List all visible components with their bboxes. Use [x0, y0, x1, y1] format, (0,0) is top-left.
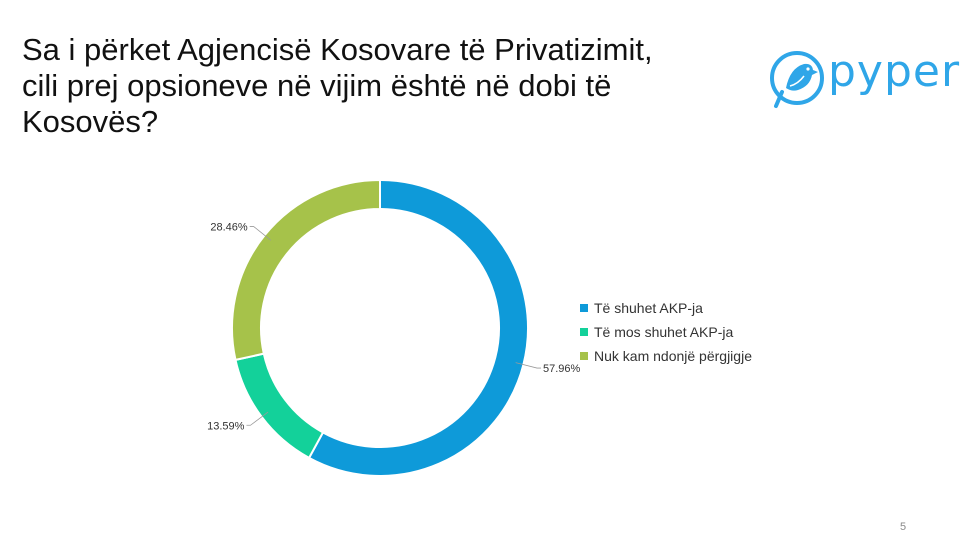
- bird-icon: [770, 51, 824, 108]
- data-label: 57.96%: [543, 363, 581, 375]
- slide-title: Sa i përket Agjencisë Kosovare të Privat…: [22, 32, 742, 140]
- legend-swatch: [580, 352, 588, 360]
- slice-nuk-kam: [231, 178, 381, 362]
- leader-line: [249, 226, 272, 241]
- page-number: 5: [900, 521, 907, 533]
- leader-line: [246, 411, 269, 426]
- legend-label: Nuk kam ndonjë përgjigje: [594, 348, 752, 364]
- legend-swatch: [580, 304, 588, 312]
- legend-label: Të shuhet AKP-ja: [594, 300, 703, 316]
- title-line-3: Kosovës?: [22, 104, 159, 139]
- legend-swatch: [580, 328, 588, 336]
- legend-item-shuhet: Të shuhet AKP-ja: [580, 296, 752, 320]
- slice-mos-shuhet: [234, 352, 325, 460]
- legend-item-mos-shuhet: Të mos shuhet AKP-ja: [580, 320, 752, 344]
- legend-item-nuk-kam: Nuk kam ndonjë përgjigje: [580, 344, 752, 368]
- title-line-1: Sa i përket Agjencisë Kosovare të Privat…: [22, 32, 653, 67]
- slice-shuhet: [307, 178, 529, 477]
- chart-legend: Të shuhet AKP-ja Të mos shuhet AKP-ja Nu…: [580, 296, 752, 368]
- legend-label: Të mos shuhet AKP-ja: [594, 324, 734, 340]
- logo-text: pyper: [828, 46, 961, 97]
- data-label: 28.46%: [210, 222, 248, 234]
- leader-line: [515, 362, 541, 369]
- pyper-logo: pyper: [768, 46, 968, 116]
- data-label: 13.59%: [207, 420, 245, 432]
- title-line-2: cili prej opsioneve në vijim është në do…: [22, 68, 612, 103]
